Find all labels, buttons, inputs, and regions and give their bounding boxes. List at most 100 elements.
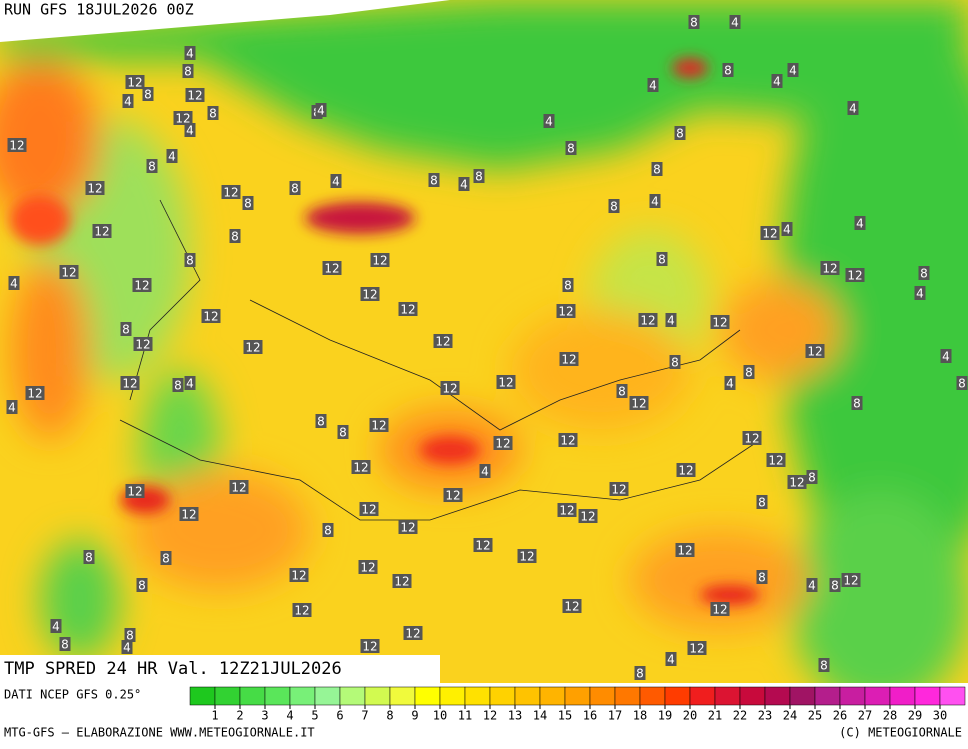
contour-label: 4 — [545, 115, 553, 129]
label-box — [847, 101, 859, 115]
contour-label: 4 — [849, 102, 857, 116]
contour-label: 12 — [27, 387, 42, 401]
label-box — [756, 495, 768, 509]
contour-label: 8 — [138, 579, 146, 593]
label-box — [562, 599, 582, 613]
contour-label: 12 — [847, 269, 862, 283]
label-box — [845, 268, 865, 282]
label-box — [184, 376, 196, 390]
legend-swatch — [214, 686, 241, 706]
label-box — [6, 400, 18, 414]
contour-label: 12 — [400, 303, 415, 317]
contour-label: 4 — [731, 16, 739, 30]
contour-label: 8 — [174, 379, 182, 393]
label-box — [59, 637, 71, 651]
label-box — [851, 396, 863, 410]
label-box — [433, 334, 453, 348]
legend-swatch — [639, 686, 666, 706]
legend-level: 15 — [558, 709, 572, 723]
contour-label: 12 — [843, 574, 858, 588]
label-box — [243, 340, 263, 354]
legend-swatch — [764, 686, 791, 706]
credit-right: (C) METEOGIORNALE — [839, 726, 962, 740]
contour-label: 8 — [61, 638, 69, 652]
label-box — [675, 543, 695, 557]
legend-swatch — [439, 686, 466, 706]
label-box — [918, 266, 930, 280]
contour-label: 4 — [789, 64, 797, 78]
contour-label: 12 — [61, 266, 76, 280]
legend-swatch — [739, 686, 766, 706]
contour-label: 12 — [498, 376, 513, 390]
contour-label: 12 — [689, 642, 704, 656]
legend-swatch — [589, 686, 616, 706]
label-box — [562, 278, 574, 292]
label-box — [403, 626, 423, 640]
legend-level: 24 — [783, 709, 797, 723]
contour-label: 8 — [148, 160, 156, 174]
label-box — [756, 570, 768, 584]
legend-swatch — [289, 686, 316, 706]
contour-label: 4 — [773, 75, 781, 89]
source-label: DATI NCEP GFS 0.25° — [4, 688, 141, 702]
legend-swatch — [514, 686, 541, 706]
label-box — [351, 460, 371, 474]
contour-label: 4 — [916, 287, 924, 301]
label-box — [146, 159, 158, 173]
label-box — [59, 265, 79, 279]
label-box — [25, 386, 45, 400]
legend-level: 9 — [411, 709, 418, 723]
label-box — [166, 149, 178, 163]
contour-label: 4 — [667, 653, 675, 667]
contour-label: 12 — [353, 461, 368, 475]
label-box — [806, 470, 818, 484]
label-box — [322, 261, 342, 275]
label-box — [182, 64, 194, 78]
label-box — [558, 433, 578, 447]
label-box — [616, 384, 628, 398]
label-box — [172, 378, 184, 392]
legend-swatch — [489, 686, 516, 706]
contour-label: 12 — [134, 279, 149, 293]
legend-level: 11 — [458, 709, 472, 723]
contour-label: 12 — [372, 254, 387, 268]
contour-label: 4 — [808, 579, 816, 593]
label-box — [688, 15, 700, 29]
label-box — [315, 414, 327, 428]
contour-label: 12 — [762, 227, 777, 241]
legend-level: 23 — [758, 709, 772, 723]
label-box — [647, 78, 659, 92]
contour-label: 12 — [231, 481, 246, 495]
contour-label: 12 — [127, 485, 142, 499]
contour-label: 8 — [291, 182, 299, 196]
contour-label: 8 — [339, 426, 347, 440]
legend-level: 1 — [211, 709, 218, 723]
legend-swatch — [264, 686, 291, 706]
contour-label: 12 — [519, 550, 534, 564]
label-box — [669, 355, 681, 369]
run-info: RUN GFS 18JUL2026 00Z — [4, 1, 194, 19]
contour-label: 4 — [168, 150, 176, 164]
contour-label: 12 — [559, 504, 574, 518]
contour-label: 8 — [122, 323, 130, 337]
label-box — [940, 349, 952, 363]
legend-level: 29 — [908, 709, 922, 723]
title-box — [0, 655, 440, 683]
contour-label: 4 — [186, 47, 194, 61]
legend-level: 10 — [433, 709, 447, 723]
label-box — [914, 286, 926, 300]
contour-label: 12 — [475, 539, 490, 553]
contour-label: 8 — [636, 667, 644, 681]
label-box — [443, 488, 463, 502]
legend-level: 28 — [883, 709, 897, 723]
map-title: TMP SPRED 24 HR Val. 12Z21JUL2026 — [4, 659, 342, 679]
legend-level: 12 — [483, 709, 497, 723]
label-box — [676, 463, 696, 477]
contour-label: 4 — [460, 178, 468, 192]
label-box — [184, 123, 196, 137]
contour-label: 8 — [85, 551, 93, 565]
contour-label: 12 — [181, 508, 196, 522]
label-box — [729, 15, 741, 29]
contour-label: 12 — [245, 341, 260, 355]
